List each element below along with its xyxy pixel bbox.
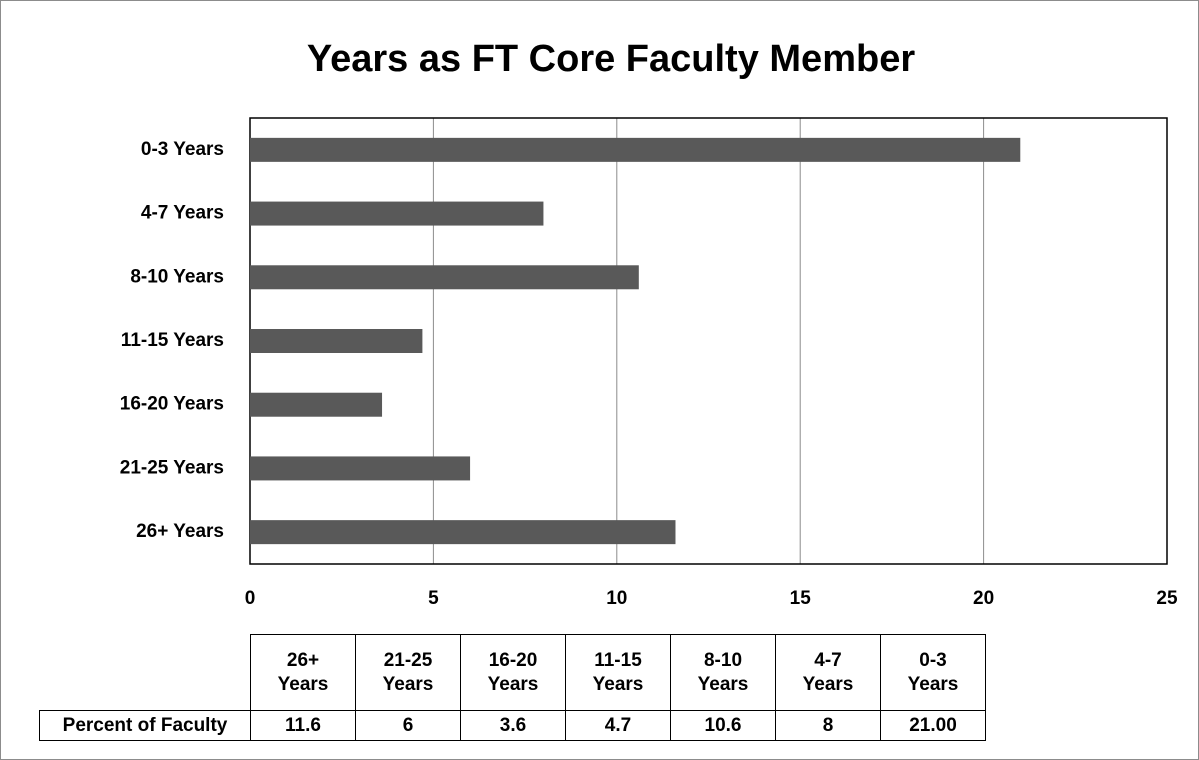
x-tick-label: 20	[973, 588, 994, 609]
table-value: 3.6	[460, 710, 566, 741]
table-header: 0-3 Years	[880, 634, 986, 711]
table-header: 16-20 Years	[460, 634, 566, 711]
bar	[250, 456, 471, 481]
bar	[250, 201, 544, 226]
table-header: 8-10 Years	[670, 634, 776, 711]
y-tick-label: 11-15 Years	[121, 330, 224, 351]
table-row-header: Percent of Faculty	[39, 710, 251, 741]
table-value: 21.00	[880, 710, 986, 741]
table-header: 11-15 Years	[565, 634, 671, 711]
table-header: 4-7 Years	[775, 634, 881, 711]
x-tick-label: 10	[606, 588, 627, 609]
y-tick-label: 4-7 Years	[141, 203, 224, 224]
y-tick-label: 21-25 Years	[120, 457, 224, 478]
table-row: 26+ Years 21-25 Years 16-20 Years 11-15 Yea…	[40, 634, 986, 711]
x-tick-label: 15	[790, 588, 812, 609]
table-blank	[40, 635, 251, 711]
chart-svg: Years as FT Core Faculty Member 0 5 10 15 20…	[120, 38, 1178, 609]
data-table: 26+ Years 21-25 Years 16-20 Years 11-15 Yea…	[39, 634, 986, 741]
bar	[250, 329, 423, 353]
bar	[250, 392, 383, 417]
bar	[250, 520, 676, 545]
bar	[250, 265, 639, 290]
table-row: Percent of Faculty 11.6 6 3.6 4.7 10.6 8 21.00	[39, 710, 986, 741]
table-header: 21-25 Years	[355, 634, 461, 711]
table-value: 4.7	[565, 710, 671, 741]
table-value: 8	[775, 710, 881, 741]
y-tick-label: 16-20 Years	[120, 394, 224, 415]
x-tick-label: 25	[1156, 588, 1178, 609]
y-tick-label: 8-10 Years	[130, 266, 224, 287]
chart-title: Years as FT Core Faculty Member	[307, 38, 915, 80]
table-value: 6	[355, 710, 461, 741]
x-tick-label: 5	[428, 588, 439, 609]
y-tick-label: 26+ Years	[136, 521, 224, 542]
table-header: 26+ Years	[250, 634, 356, 711]
y-tick-label: 0-3 Years	[141, 139, 224, 160]
x-tick-label: 0	[245, 588, 256, 609]
bar	[250, 137, 1021, 162]
table-value: 11.6	[250, 710, 356, 741]
table-value: 10.6	[670, 710, 776, 741]
